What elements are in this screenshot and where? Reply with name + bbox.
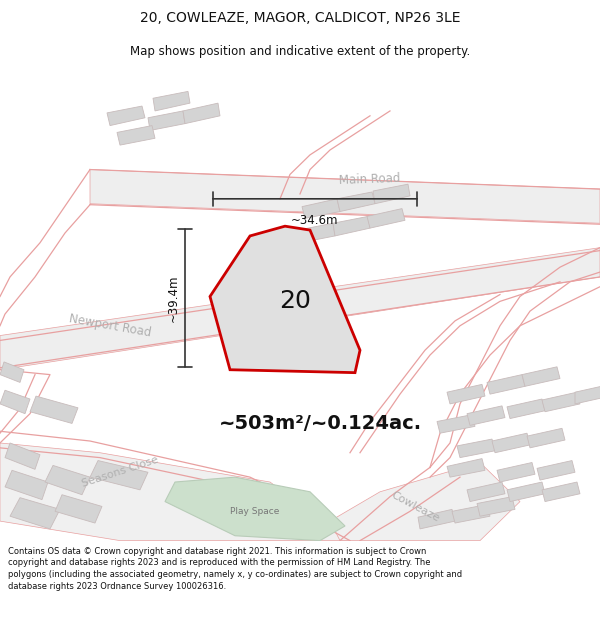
Polygon shape [153, 91, 190, 111]
Text: ~39.4m: ~39.4m [167, 274, 179, 322]
Polygon shape [30, 396, 78, 424]
Polygon shape [457, 439, 495, 458]
Polygon shape [467, 406, 505, 426]
Polygon shape [373, 184, 410, 204]
Polygon shape [210, 226, 360, 372]
Polygon shape [487, 374, 525, 394]
Text: 20: 20 [279, 289, 311, 313]
Polygon shape [537, 461, 575, 480]
Text: Seasons Close: Seasons Close [80, 455, 160, 489]
Polygon shape [447, 459, 485, 477]
Text: ~503m²/~0.124ac.: ~503m²/~0.124ac. [218, 414, 422, 433]
Text: Play Space: Play Space [230, 507, 280, 516]
Polygon shape [5, 443, 40, 469]
Polygon shape [367, 209, 405, 228]
Polygon shape [5, 470, 48, 499]
Polygon shape [497, 462, 535, 482]
Polygon shape [542, 482, 580, 501]
Polygon shape [333, 216, 370, 236]
Text: Main Road: Main Road [339, 172, 401, 187]
Polygon shape [302, 199, 340, 218]
Polygon shape [55, 495, 102, 523]
Polygon shape [527, 428, 565, 448]
Text: Contains OS data © Crown copyright and database right 2021. This information is : Contains OS data © Crown copyright and d… [8, 547, 462, 591]
Polygon shape [183, 103, 220, 124]
Polygon shape [447, 384, 485, 404]
Polygon shape [0, 390, 30, 414]
Polygon shape [330, 462, 520, 541]
Polygon shape [418, 509, 455, 529]
Polygon shape [522, 367, 560, 386]
Polygon shape [10, 498, 60, 529]
Polygon shape [165, 477, 345, 541]
Polygon shape [477, 497, 515, 516]
Polygon shape [337, 192, 375, 211]
Text: Cowleaze: Cowleaze [389, 489, 441, 523]
Polygon shape [0, 362, 24, 382]
Polygon shape [0, 248, 600, 370]
Text: Newport Road: Newport Road [68, 312, 152, 339]
Text: Map shows position and indicative extent of the property.: Map shows position and indicative extent… [130, 45, 470, 58]
Polygon shape [117, 126, 155, 145]
Polygon shape [507, 482, 545, 501]
Polygon shape [507, 399, 545, 419]
Text: 20, COWLEAZE, MAGOR, CALDICOT, NP26 3LE: 20, COWLEAZE, MAGOR, CALDICOT, NP26 3LE [140, 11, 460, 25]
Polygon shape [575, 384, 600, 404]
Polygon shape [467, 482, 505, 501]
Polygon shape [452, 504, 490, 523]
Polygon shape [0, 443, 350, 541]
Text: ~34.6m: ~34.6m [291, 214, 339, 227]
Polygon shape [148, 111, 185, 131]
Polygon shape [90, 461, 148, 490]
Polygon shape [298, 223, 335, 243]
Polygon shape [542, 392, 580, 412]
Polygon shape [437, 414, 475, 433]
Polygon shape [90, 169, 600, 223]
Polygon shape [107, 106, 145, 126]
Polygon shape [492, 433, 530, 452]
Polygon shape [45, 466, 90, 495]
